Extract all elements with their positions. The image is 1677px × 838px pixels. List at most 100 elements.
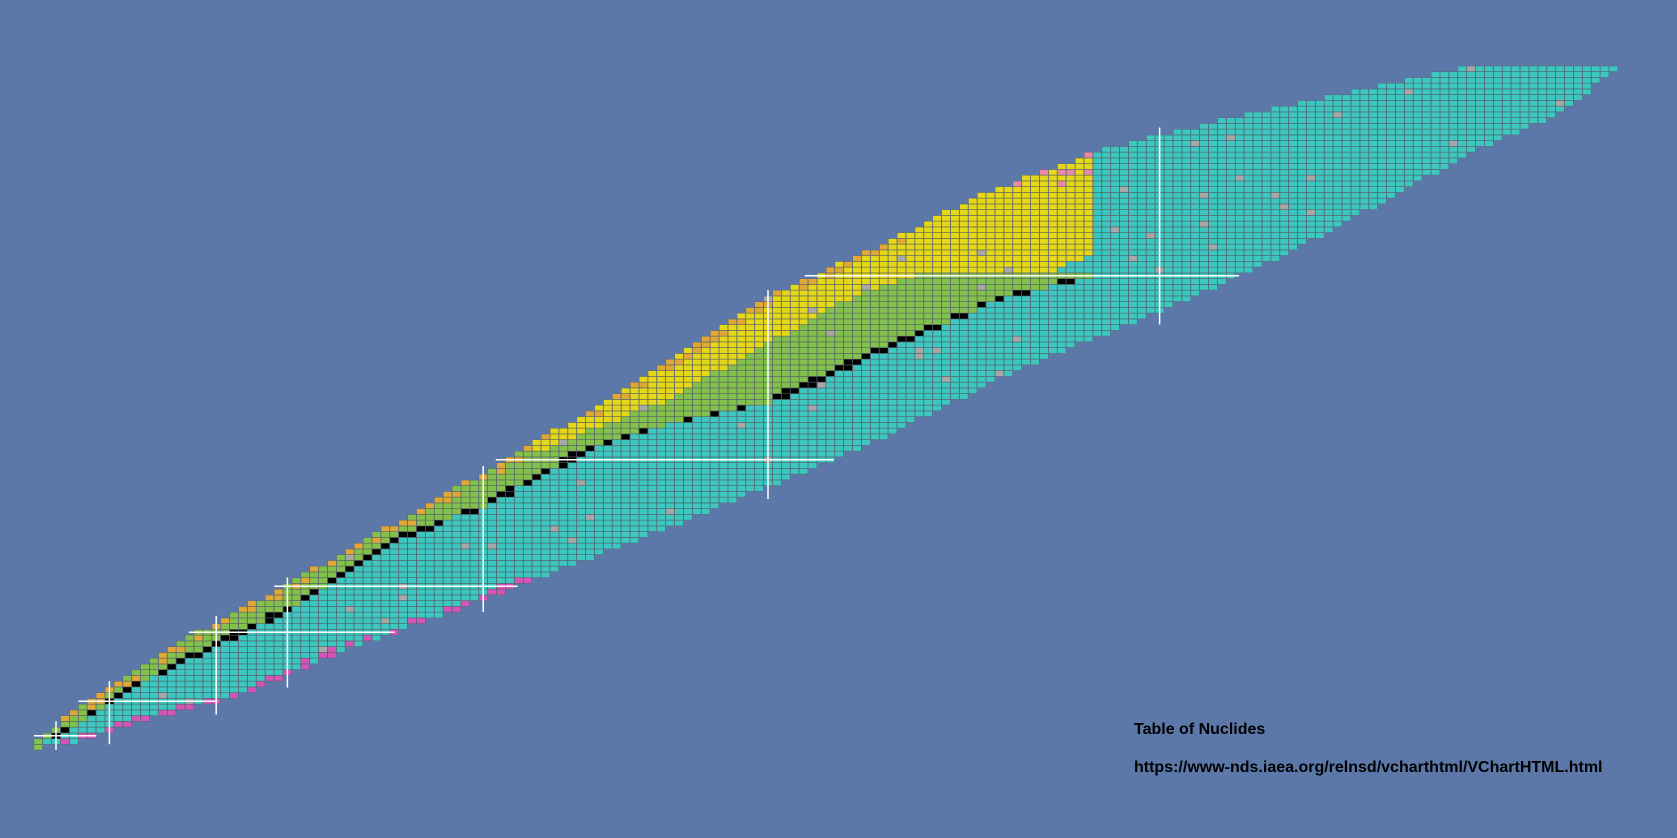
nuclide-cell-alpha	[906, 238, 915, 245]
nuclide-cell-stable	[354, 560, 363, 567]
nuclide-cell-beta-minus	[1448, 83, 1458, 89]
nuclide-cell-beta-minus	[1164, 238, 1173, 245]
nuclide-cell-proton-emission	[656, 364, 666, 371]
nuclide-cell-beta-minus	[621, 537, 630, 544]
nuclide-cell-beta-minus	[1119, 215, 1129, 222]
nuclide-cell-beta-minus	[1057, 290, 1067, 296]
nuclide-cell-beta-minus	[968, 330, 978, 337]
nuclide-cell-beta-minus	[1466, 111, 1476, 118]
nuclide-cell-beta-minus	[1359, 198, 1369, 204]
nuclide-cell-stable	[389, 537, 399, 544]
nuclide-cell-beta-minus	[1315, 106, 1325, 112]
nuclide-cell-beta-minus	[923, 364, 933, 371]
nuclide-cell-beta-minus	[736, 479, 746, 486]
nuclide-cell-alpha	[1048, 221, 1058, 227]
nuclide-cell-beta-minus	[238, 686, 248, 693]
nuclide-cell-beta-minus	[1529, 83, 1538, 89]
nuclide-cell-beta-minus	[692, 508, 702, 515]
nuclide-cell-alpha	[701, 364, 711, 371]
nuclide-cell-beta-minus	[1039, 295, 1049, 302]
nuclide-cell-beta-minus	[407, 577, 417, 584]
nuclide-cell-proton-emission	[345, 548, 355, 555]
nuclide-cell-beta-minus	[1110, 284, 1120, 291]
nuclide-cell-beta-minus	[1164, 163, 1173, 170]
nuclide-cell-beta-minus	[1244, 169, 1253, 176]
nuclide-cell-alpha	[1075, 157, 1084, 164]
nuclide-cell-beta-plus	[852, 295, 862, 302]
nuclide-cell-beta-minus	[1440, 88, 1449, 95]
nuclide-cell-beta-minus	[1440, 83, 1449, 89]
nuclide-cell-beta-minus	[363, 600, 372, 607]
nuclide-cell-beta-plus	[291, 600, 301, 607]
nuclide-cell-beta-minus	[1092, 301, 1102, 308]
nuclide-cell-beta-minus	[1208, 163, 1218, 170]
nuclide-cell-beta-minus	[1164, 301, 1173, 308]
nuclide-cell-alpha	[799, 301, 808, 308]
nuclide-cell-beta-minus	[1377, 198, 1387, 204]
nuclide-cell-alpha	[1075, 175, 1084, 181]
nuclide-cell-beta-minus	[1368, 129, 1378, 135]
nuclide-cell-beta-minus	[683, 474, 693, 480]
nuclide-cell-alpha	[639, 393, 648, 400]
nuclide-cell-beta-minus	[1315, 180, 1325, 187]
nuclide-cell-beta-minus	[1475, 77, 1485, 84]
nuclide-cell-beta-minus	[888, 387, 897, 394]
nuclide-cell-beta-minus	[897, 416, 906, 423]
nuclide-cell-beta-minus	[612, 451, 622, 457]
nuclide-cell-beta-minus	[1137, 255, 1147, 262]
nuclide-cell-beta-plus	[923, 295, 933, 302]
nuclide-cell-beta-minus	[665, 422, 675, 429]
nuclide-cell-beta-minus	[1377, 83, 1387, 89]
nuclide-cell-beta-minus	[1110, 232, 1120, 239]
nuclide-cell-beta-minus	[1529, 71, 1538, 78]
nuclide-cell-beta-minus	[1208, 129, 1218, 135]
nuclide-cell-beta-plus	[532, 468, 541, 475]
nuclide-cell-beta-plus	[719, 399, 728, 406]
nuclide-cell-beta-plus	[923, 301, 933, 308]
nuclide-cell-beta-minus	[1484, 106, 1494, 112]
nuclide-cell-beta-minus	[416, 554, 426, 561]
nuclide-cell-beta-minus	[1297, 134, 1307, 141]
nuclide-cell-alpha	[995, 267, 1004, 273]
nuclide-cell-beta-minus	[1555, 65, 1565, 72]
nuclide-cell-beta-minus	[1092, 180, 1102, 187]
nuclide-cell-beta-minus	[1021, 353, 1031, 360]
nuclide-cell-beta-minus	[1413, 129, 1423, 135]
nuclide-cell-beta-minus	[1413, 117, 1423, 124]
nuclide-cell-beta-plus	[968, 307, 978, 314]
nuclide-cell-beta-minus	[665, 491, 675, 498]
nuclide-cell-beta-minus	[1039, 341, 1049, 348]
nuclide-cell-beta-minus	[1253, 111, 1262, 118]
nuclide-cell-neutron-emission	[416, 617, 426, 624]
nuclide-cell-beta-minus	[1235, 140, 1245, 147]
nuclide-cell-beta-minus	[1324, 129, 1334, 135]
nuclide-cell-beta-plus	[808, 370, 817, 377]
nuclide-cell-beta-minus	[87, 727, 96, 733]
nuclide-cell-beta-minus	[514, 520, 524, 526]
nuclide-cell-beta-minus	[1324, 163, 1334, 170]
nuclide-cell-beta-minus	[1217, 198, 1227, 204]
nuclide-cell-alpha	[986, 221, 995, 227]
nuclide-cell-alpha	[665, 370, 675, 377]
nuclide-cell-alpha	[959, 215, 969, 222]
nuclide-cell-beta-minus	[683, 462, 693, 469]
nuclide-cell-beta-minus	[1484, 94, 1494, 101]
nuclide-cell-beta-minus	[923, 393, 933, 400]
nuclide-cell-unknown	[736, 422, 746, 429]
nuclide-cell-beta-plus	[229, 617, 239, 624]
nuclide-cell-beta-minus	[692, 439, 702, 446]
nuclide-cell-beta-minus	[1511, 77, 1520, 84]
nuclide-cell-beta-plus	[870, 301, 880, 308]
nuclide-cell-beta-minus	[1128, 163, 1138, 170]
nuclide-cell-beta-plus	[968, 290, 978, 296]
nuclide-cell-beta-minus	[1288, 123, 1298, 130]
nuclide-cell-beta-minus	[923, 399, 933, 406]
nuclide-cell-beta-minus	[1582, 77, 1592, 84]
nuclide-cell-beta-minus	[585, 548, 595, 555]
nuclide-cell-beta-plus	[870, 324, 880, 331]
nuclide-cell-alpha	[603, 405, 613, 411]
nuclide-cell-beta-minus	[567, 462, 577, 469]
nuclide-cell-beta-plus	[630, 416, 639, 423]
nuclide-cell-neutron-emission	[327, 652, 337, 659]
nuclide-cell-beta-minus	[950, 347, 960, 354]
